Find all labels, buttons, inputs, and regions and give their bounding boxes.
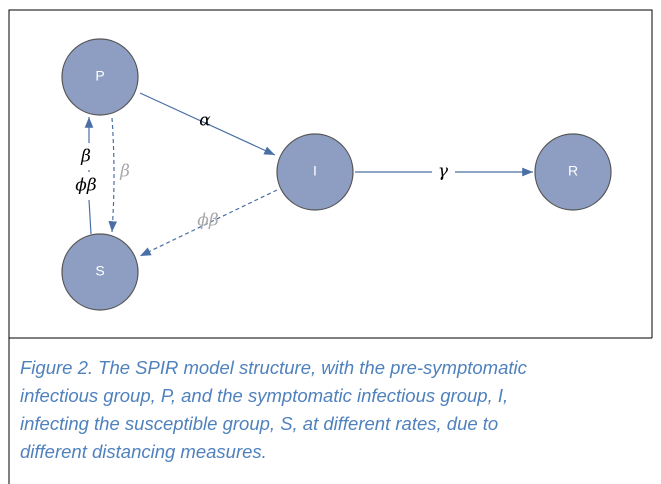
edge-label: ϕβ: [197, 211, 219, 231]
edge-i-s: [139, 189, 278, 257]
edge-label: β: [119, 162, 130, 182]
edge-p-i: [139, 92, 276, 156]
edge-label: α: [199, 111, 211, 131]
frame: [8, 9, 653, 484]
edge-label: β: [80, 147, 91, 167]
edge-p-s: [108, 117, 118, 233]
node: [276, 133, 354, 211]
node-label: P: [95, 68, 104, 84]
caption-line: infecting the susceptible group, S, at d…: [20, 413, 499, 434]
caption-line: Figure 2. The SPIR model structure, with…: [20, 357, 527, 378]
caption-line: infectious group, P, and the symptomatic…: [20, 385, 509, 406]
node-label: R: [568, 163, 578, 179]
node: [61, 38, 139, 116]
edge-label: γ: [438, 162, 449, 182]
caption-line: different distancing measures.: [20, 441, 267, 462]
edge-label: ϕβ: [75, 176, 97, 196]
node-label: S: [95, 263, 104, 279]
node: [534, 133, 612, 211]
caption: Figure 2. The SPIR model structure, with…: [20, 354, 650, 466]
node: [61, 233, 139, 311]
node-label: I: [313, 163, 317, 179]
edge-s-p: [89, 117, 91, 235]
